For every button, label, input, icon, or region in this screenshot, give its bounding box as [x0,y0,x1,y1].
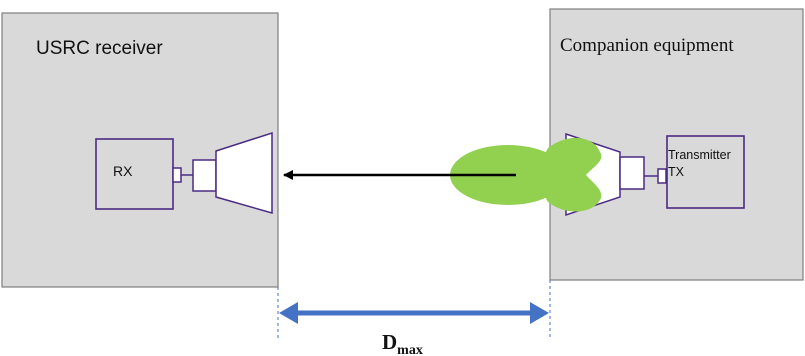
dmax-symbol: D [382,330,397,354]
dmax-label: Dmax [382,330,423,356]
tx-label: TX [668,165,685,179]
receiver-optics [172,131,273,214]
dmax-dimension-arrow [279,302,549,324]
dmax-subscript: max [397,343,423,356]
usrc-receiver-title: USRC receiver [36,38,163,59]
usrc-receiver-panel: USRC receiver RX [1,12,279,288]
receiver-lens [215,131,273,214]
companion-equipment-panel: Companion equipment Transmitter TX [450,8,804,281]
transmitter-module: Transmitter TX [666,135,745,209]
rx-label: RX [113,163,133,179]
transmitter-label: Transmitter [668,148,731,162]
companion-equipment-title: Companion equipment [560,35,734,56]
